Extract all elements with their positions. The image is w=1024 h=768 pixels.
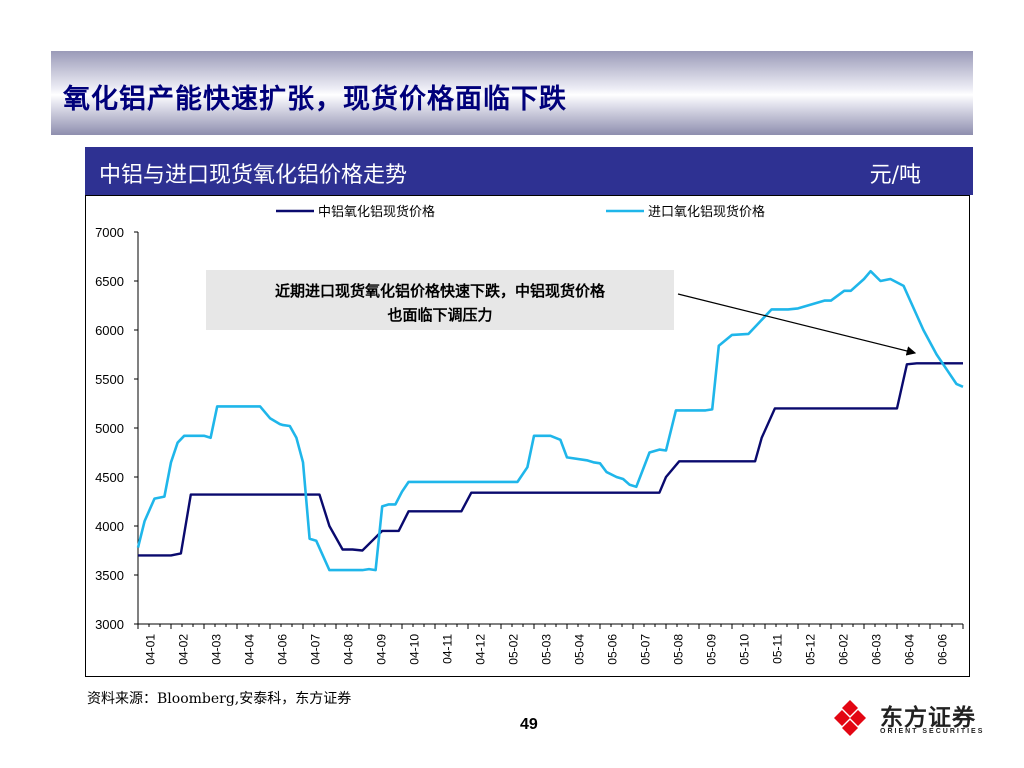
legend-label-1: 中铝氧化铝现货价格 <box>318 204 435 220</box>
y-tick-label: 3000 <box>95 617 124 632</box>
x-tick-label: 05-03 <box>540 634 554 665</box>
line-chart: 3000 3500 4000 4500 5000 5500 6000 6500 7000 04-0… <box>95 204 964 665</box>
series-line-1 <box>138 362 963 557</box>
x-tick-label: 05-10 <box>738 634 752 665</box>
x-tick-label: 04-10 <box>408 634 422 665</box>
x-tick-label: 04-04 <box>243 634 257 665</box>
legend-label-2: 进口氧化铝现货价格 <box>648 204 765 220</box>
x-tick-label: 04-07 <box>309 634 323 665</box>
x-tick-label: 06-06 <box>936 634 950 665</box>
chart-unit: 元/吨 <box>869 163 921 188</box>
x-tick-label: 04-06 <box>276 634 290 665</box>
x-tick-label: 05-12 <box>804 634 818 665</box>
x-tick-label: 05-11 <box>771 634 785 664</box>
y-tick-label: 5500 <box>95 372 124 387</box>
y-tick-label: 7000 <box>95 225 124 240</box>
x-tick-label: 05-08 <box>672 634 686 665</box>
y-tick-label: 5000 <box>95 421 124 436</box>
diamond-pinwheel-icon <box>834 700 866 736</box>
annotation-box <box>206 270 674 330</box>
chart-area: 3000 3500 4000 4500 5000 5500 6000 6500 7000 04-0… <box>85 195 970 677</box>
x-tick-label: 04-01 <box>144 634 158 665</box>
logo-name-cn: 东方证券 <box>880 705 976 731</box>
x-tick-label: 06-03 <box>870 634 884 665</box>
y-tick-label: 4000 <box>95 519 124 534</box>
chart-title: 中铝与进口现货氧化铝价格走势 <box>99 163 408 188</box>
series-line-2 <box>136 269 964 572</box>
y-tick-label: 4500 <box>95 470 124 485</box>
annotation-text-line1: 近期进口现货氧化铝价格快速下跌，中铝现货价格 <box>275 282 606 300</box>
chart-header: 中铝与进口现货氧化铝价格走势 元/吨 <box>85 147 973 195</box>
y-tick-label: 3500 <box>95 568 124 583</box>
source-note: 资料来源：Bloomberg,安泰科，东方证券 <box>87 691 352 707</box>
x-tick-label: 04-12 <box>474 634 488 665</box>
annotation-arrow <box>677 293 917 356</box>
x-tick-label: 06-02 <box>837 634 851 665</box>
x-tick-label: 04-11 <box>441 634 455 664</box>
x-tick-label: 05-06 <box>606 634 620 665</box>
title-banner: 氧化铝产能快速扩张，现货价格面临下跌 <box>51 51 973 135</box>
x-tick-label: 06-04 <box>903 634 917 665</box>
x-tick-label: 05-04 <box>573 634 587 665</box>
y-tick-label: 6000 <box>95 323 124 338</box>
x-tick-label: 04-02 <box>177 634 191 665</box>
slide-title: 氧化铝产能快速扩张，现货价格面临下跌 <box>63 84 567 115</box>
page-number: 49 <box>520 716 538 733</box>
logo-name-en: ORIENT SECURITIES <box>880 728 985 735</box>
x-tick-label: 04-09 <box>375 634 389 665</box>
y-tick-label: 6500 <box>95 274 124 289</box>
company-logo: 东方证券 ORIENT SECURITIES <box>828 698 988 740</box>
x-tick-label: 04-03 <box>210 634 224 665</box>
x-tick-label: 05-09 <box>705 634 719 665</box>
annotation-text-line2: 也面临下调压力 <box>387 306 492 324</box>
x-tick-label: 04-08 <box>342 634 356 665</box>
x-tick-label: 05-02 <box>507 634 521 665</box>
x-tick-label: 05-07 <box>639 634 653 665</box>
